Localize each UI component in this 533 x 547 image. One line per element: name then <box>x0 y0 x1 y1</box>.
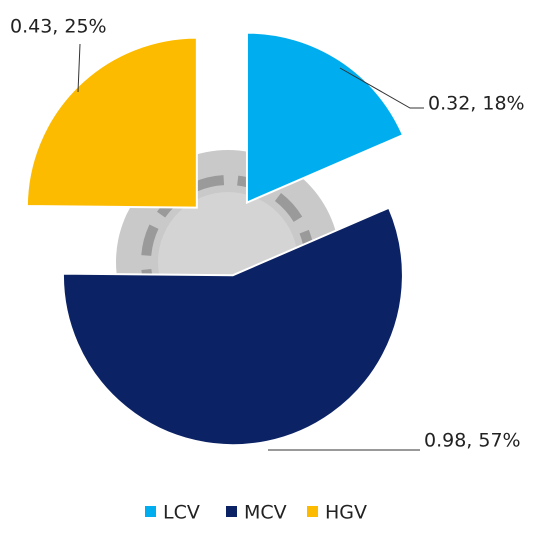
chart: 0.32, 18% 0.98, 57% 0.43, 25% LCV MCV HGV <box>0 0 533 547</box>
legend: LCV MCV HGV <box>145 502 367 524</box>
legend-label: MCV <box>244 502 287 524</box>
data-label: 0.32, 18% <box>428 93 525 115</box>
legend-swatch <box>145 506 156 517</box>
legend-label: HGV <box>325 502 367 524</box>
legend-label: LCV <box>163 502 200 524</box>
pie-slice <box>247 33 403 203</box>
pie-slice <box>27 38 197 208</box>
legend-swatch <box>226 506 237 517</box>
data-label: 0.98, 57% <box>424 430 521 452</box>
data-label: 0.43, 25% <box>10 16 107 38</box>
page: 0.32, 18% 0.98, 57% 0.43, 25% LCVMCVHGV … <box>0 0 533 547</box>
legend-swatch <box>307 506 318 517</box>
